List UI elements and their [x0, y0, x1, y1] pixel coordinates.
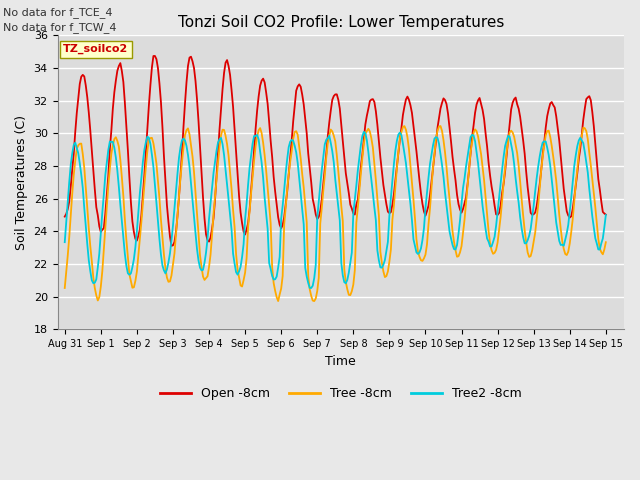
Text: TZ_soilco2: TZ_soilco2	[63, 44, 129, 54]
Text: No data for f_TCW_4: No data for f_TCW_4	[3, 22, 116, 33]
Title: Tonzi Soil CO2 Profile: Lower Temperatures: Tonzi Soil CO2 Profile: Lower Temperatur…	[177, 15, 504, 30]
Text: No data for f_TCE_4: No data for f_TCE_4	[3, 7, 113, 18]
X-axis label: Time: Time	[325, 355, 356, 368]
Y-axis label: Soil Temperatures (C): Soil Temperatures (C)	[15, 115, 28, 250]
Legend: Open -8cm, Tree -8cm, Tree2 -8cm: Open -8cm, Tree -8cm, Tree2 -8cm	[155, 383, 527, 406]
